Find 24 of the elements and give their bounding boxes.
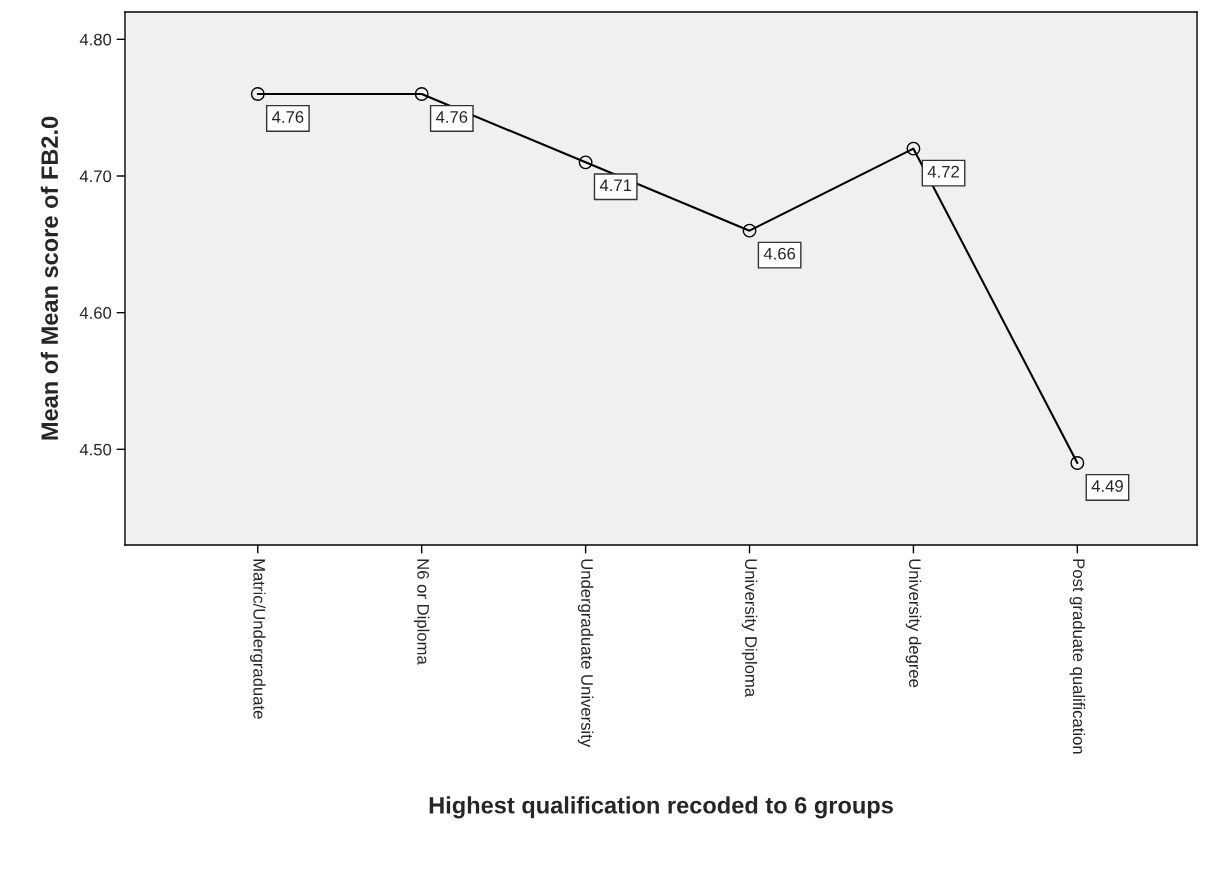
y-tick-label: 4.50	[79, 443, 112, 456]
data-label: 4.71	[599, 179, 632, 192]
x-tick-label: Post graduate qualification	[1069, 559, 1086, 754]
data-label: 4.76	[435, 111, 468, 123]
point	[742, 223, 757, 238]
x-tick-label: Matric/Undergraduate	[250, 559, 266, 719]
y-axis-title: Mean of Mean score of FB2.0	[40, 116, 59, 440]
point	[1070, 456, 1085, 470]
point	[414, 87, 429, 101]
y-tick-label: 4.80	[79, 33, 112, 46]
x-tick-label: University Diploma	[741, 559, 758, 698]
point	[578, 155, 593, 170]
y-tick-label: 4.70	[79, 170, 112, 183]
x-tick-label: Undergraduate University	[577, 559, 594, 748]
y-tick-label: 4.60	[79, 307, 112, 319]
data-label: 4.76	[272, 111, 304, 123]
data-label: 4.66	[763, 247, 796, 260]
x-tick-label: University degree	[905, 559, 922, 688]
point	[250, 87, 265, 101]
x-tick-label: N6 or Diploma	[413, 559, 430, 665]
data-label: 4.49	[1091, 480, 1123, 492]
data-label: 4.72	[927, 165, 959, 178]
x-axis-title: Highest qualification recoded to 6 groups	[429, 796, 893, 819]
point	[906, 141, 921, 156]
